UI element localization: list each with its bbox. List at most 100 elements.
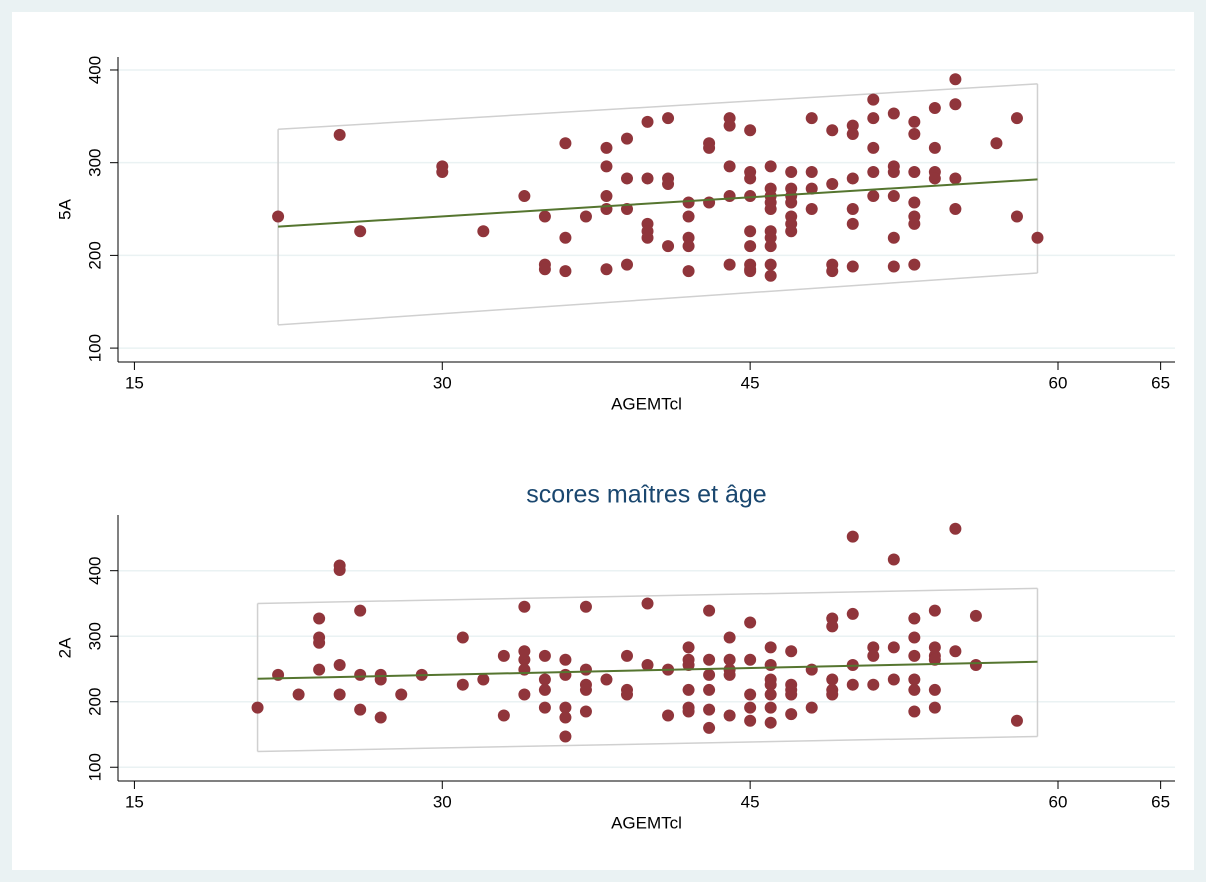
point: [579, 683, 592, 696]
point: [723, 258, 736, 271]
point: [928, 683, 941, 696]
point: [559, 231, 572, 244]
point: [887, 260, 900, 273]
point: [887, 107, 900, 120]
point: [600, 190, 613, 203]
point: [723, 668, 736, 681]
point: [662, 112, 675, 125]
point: [785, 225, 798, 238]
point: [333, 659, 346, 672]
point: [723, 160, 736, 173]
point: [805, 203, 818, 216]
y-tick-label: 100: [85, 334, 104, 362]
graph-region: [12, 12, 1194, 870]
point: [928, 701, 941, 714]
point: [949, 98, 962, 111]
point: [559, 701, 572, 714]
point: [744, 616, 757, 629]
point: [723, 709, 736, 722]
point: [744, 653, 757, 666]
y-tick-label: 400: [85, 557, 104, 585]
point: [538, 673, 551, 686]
x-tick-label: 65: [1151, 373, 1170, 392]
point: [292, 688, 305, 701]
point: [559, 653, 572, 666]
point: [764, 659, 777, 672]
point: [785, 165, 798, 178]
x-axis-label: AGEMTcl: [611, 394, 682, 413]
point: [497, 649, 510, 662]
point: [703, 196, 716, 209]
point: [969, 659, 982, 672]
x-tick-label: 15: [125, 373, 144, 392]
point: [456, 678, 469, 691]
point: [682, 265, 695, 278]
point: [538, 701, 551, 714]
point: [621, 258, 634, 271]
point: [887, 553, 900, 566]
point: [846, 260, 859, 273]
point: [703, 653, 716, 666]
chart-title: scores maîtres et âge: [526, 481, 766, 509]
point: [703, 604, 716, 617]
point: [538, 683, 551, 696]
point: [908, 631, 921, 644]
point: [641, 659, 654, 672]
point: [887, 641, 900, 654]
point: [764, 231, 777, 244]
point: [867, 112, 880, 125]
point: [1031, 231, 1044, 244]
y-axis-label: 2A: [55, 637, 74, 658]
point: [867, 165, 880, 178]
point: [682, 240, 695, 253]
point: [313, 612, 326, 625]
point: [744, 265, 757, 278]
point: [928, 141, 941, 154]
point: [744, 172, 757, 185]
point: [538, 649, 551, 662]
point: [764, 641, 777, 654]
point: [559, 137, 572, 150]
point: [785, 688, 798, 701]
point: [682, 231, 695, 244]
point: [928, 172, 941, 185]
point: [518, 190, 531, 203]
point: [662, 240, 675, 253]
point: [764, 716, 777, 729]
point: [846, 172, 859, 185]
band-upper: [278, 83, 1038, 131]
point: [518, 600, 531, 613]
point: [354, 668, 367, 681]
point: [846, 530, 859, 543]
point: [867, 649, 880, 662]
point: [313, 663, 326, 676]
point: [1010, 210, 1023, 223]
point: [703, 683, 716, 696]
point: [908, 196, 921, 209]
x-tick-label: 45: [741, 792, 760, 811]
point: [908, 217, 921, 230]
point: [744, 225, 757, 238]
point: [723, 653, 736, 666]
point: [764, 160, 777, 173]
point: [867, 678, 880, 691]
point: [764, 701, 777, 714]
point: [867, 141, 880, 154]
point: [600, 141, 613, 154]
point: [436, 165, 449, 178]
point: [744, 124, 757, 137]
point: [723, 190, 736, 203]
point: [682, 641, 695, 654]
band-lower: [257, 735, 1038, 753]
point: [477, 225, 490, 238]
y-axis-label: 5A: [55, 198, 74, 219]
point: [908, 115, 921, 128]
point: [600, 203, 613, 216]
point: [723, 119, 736, 132]
point: [354, 604, 367, 617]
point: [826, 673, 839, 686]
point: [826, 178, 839, 191]
x-tick-label: 45: [741, 373, 760, 392]
